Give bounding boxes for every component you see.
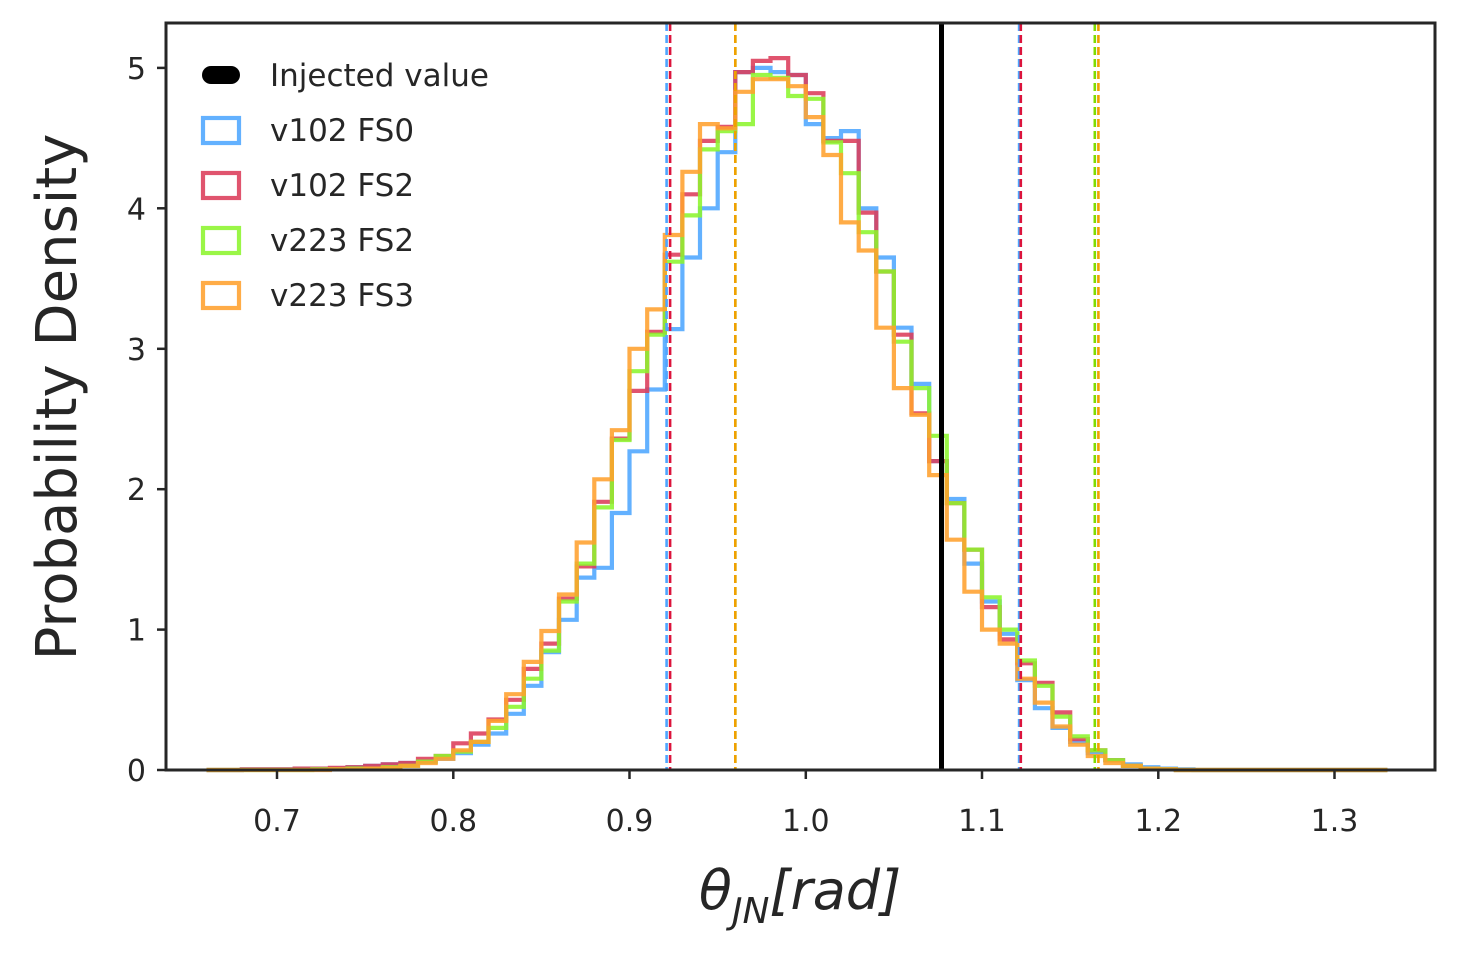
plot-frame [164,21,1437,772]
x-tick-label: 1.2 [1134,804,1182,839]
x-tick-label: 0.9 [606,804,654,839]
x-axis-label-symbol: θ [699,859,732,922]
x-axis-label-subscript: JN [726,891,770,932]
legend: Injected value v102 FS0 v102 FS2 v223 FS2 v2… [200,58,489,314]
y-tick-label: 0 [127,754,146,789]
x-tick-label: 1.1 [958,804,1006,839]
histogram-series-layer [206,56,1388,773]
legend-label-v223-fs2: v223 FS2 [270,223,414,259]
x-tick-label: 0.8 [429,804,477,839]
interval-lines-layer [665,23,1100,770]
legend-marker-v102-fs0 [200,115,242,146]
legend-label-injected-value: Injected value [270,58,489,94]
x-axis-ticks: 0.7 0.8 0.9 1.0 1.1 1.2 1.3 [253,770,1358,839]
histogram-v223-fs3 [206,77,1388,773]
legend-label-v223-fs3: v223 FS3 [270,278,414,314]
legend-marker-injected-value [202,66,240,84]
y-axis-ticks: 0 1 2 3 4 5 [127,52,166,789]
y-tick-label: 1 [127,614,146,649]
legend-marker-v223-fs3 [200,280,242,311]
legend-label-v102-fs0: v102 FS0 [270,113,414,149]
y-tick-label: 3 [127,333,146,368]
y-tick-label: 5 [127,52,146,87]
x-axis-label: θJN[rad] [699,859,901,932]
x-tick-label: 1.3 [1311,804,1359,839]
legend-marker-v102-fs2 [200,170,242,201]
y-tick-label: 2 [127,473,146,508]
x-axis-label-unit: [rad] [769,859,901,922]
y-tick-label: 4 [127,192,146,227]
legend-marker-v223-fs2 [200,225,242,256]
y-axis-label: Probability Density [25,134,90,661]
legend-label-v102-fs2: v102 FS2 [270,168,414,204]
x-tick-label: 1.0 [782,804,830,839]
x-tick-label: 0.7 [253,804,301,839]
